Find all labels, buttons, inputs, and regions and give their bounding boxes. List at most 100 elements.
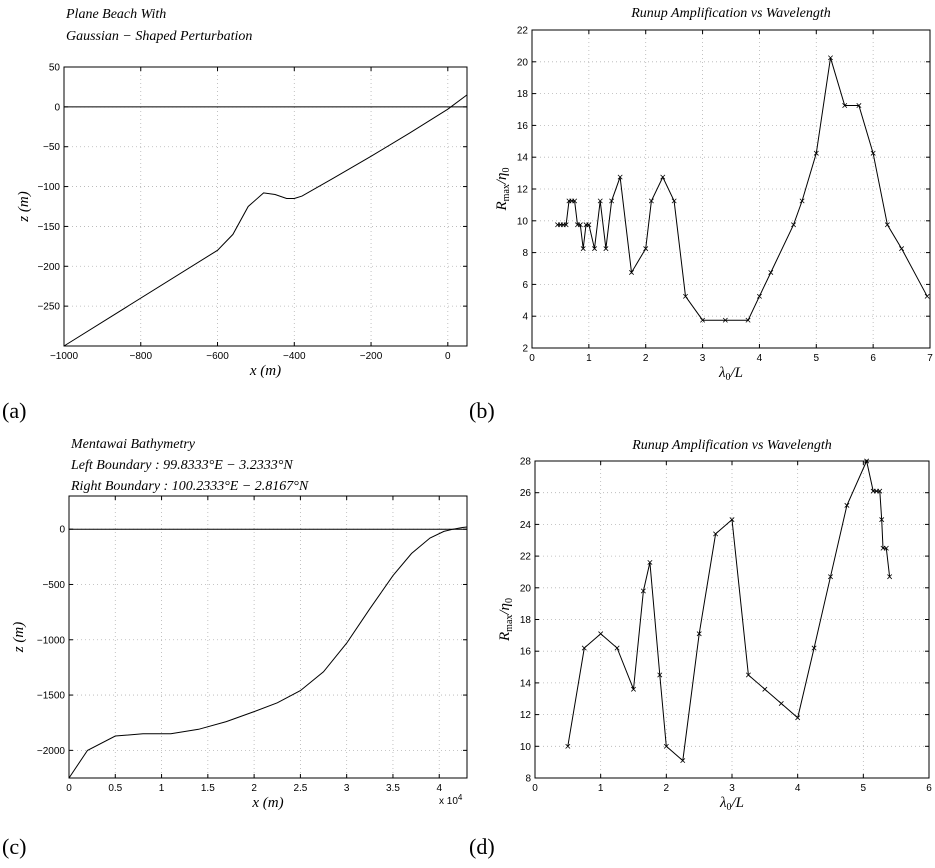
- x-axis-label: λ0/L: [719, 795, 744, 813]
- data-point: [657, 672, 663, 678]
- y-tick-label: −1500: [37, 691, 66, 702]
- marker-stroke: [629, 269, 634, 275]
- y-tick-label: 12: [517, 185, 529, 196]
- data-point: [795, 715, 801, 721]
- chart-title: Plane Beach With: [65, 7, 166, 22]
- data-point: [617, 174, 623, 180]
- data-point: [680, 758, 686, 764]
- data-point: [700, 317, 706, 323]
- marker-stroke: [609, 198, 615, 204]
- y-axis-label: Rmax/η0: [494, 168, 512, 212]
- data-point: [729, 517, 735, 523]
- x-multiplier: x 104: [439, 793, 463, 807]
- data-point: [877, 488, 883, 494]
- data-point: [577, 222, 583, 228]
- x-tick-label: 0: [532, 783, 538, 794]
- data-point: [811, 645, 817, 651]
- data-point: [762, 686, 768, 692]
- y-tick-label: 16: [520, 647, 532, 658]
- grid: [64, 67, 467, 346]
- panel-label: (c): [2, 834, 26, 859]
- data-point: [614, 645, 620, 651]
- data-point: [887, 574, 893, 580]
- data-point: [592, 246, 598, 252]
- marker-stroke: [565, 743, 571, 749]
- marker-stroke: [683, 293, 688, 299]
- data-point: [683, 293, 688, 299]
- marker-stroke: [870, 150, 876, 156]
- marker-stroke: [580, 246, 586, 252]
- marker-stroke: [842, 103, 848, 109]
- y-tick-label: −100: [37, 182, 60, 193]
- marker-stroke: [762, 686, 768, 692]
- plot-frame: [63, 66, 468, 347]
- marker-stroke: [883, 545, 889, 551]
- data-point: [745, 672, 751, 678]
- x-tick-label: 1: [586, 353, 592, 364]
- marker-stroke: [572, 198, 578, 204]
- x-tick-label: −200: [360, 351, 383, 362]
- data-point: [671, 198, 677, 204]
- x-tick-label: −800: [129, 351, 152, 362]
- data-point: [899, 246, 905, 252]
- data-point: [828, 574, 833, 580]
- y-tick-label: 20: [520, 583, 532, 594]
- panel-label: (d): [469, 834, 495, 859]
- marker-stroke: [799, 198, 805, 204]
- y-tick-label: 20: [517, 57, 529, 68]
- data-point: [778, 701, 784, 706]
- y-tick-label: −150: [37, 222, 60, 233]
- marker-stroke: [660, 174, 666, 180]
- x-axis-label: x (m): [249, 363, 281, 379]
- data-point: [631, 686, 636, 692]
- data-point: [663, 743, 669, 749]
- marker-stroke: [713, 531, 719, 537]
- data-point: [565, 743, 571, 749]
- marker-stroke: [811, 645, 817, 651]
- x-tick-label: 0: [445, 351, 451, 362]
- grid: [535, 461, 929, 778]
- marker-stroke: [700, 317, 706, 323]
- marker-stroke: [756, 293, 762, 299]
- data-point: [648, 198, 654, 204]
- data-point: [856, 103, 862, 109]
- y-tick-label: 6: [522, 280, 528, 291]
- marker-stroke: [924, 293, 930, 299]
- x-tick-label: 0: [66, 783, 72, 794]
- marker-stroke: [648, 198, 654, 204]
- x-tick-label: 5: [861, 783, 867, 794]
- marker-stroke: [597, 198, 603, 204]
- y-tick-label: 18: [517, 89, 529, 100]
- y-tick-label: 16: [517, 121, 529, 132]
- data-point: [597, 198, 603, 204]
- chart-title: Mentawai Bathymetry: [70, 437, 196, 452]
- x-tick-label: 6: [870, 353, 876, 364]
- marker-stroke: [598, 631, 604, 637]
- marker-stroke: [671, 198, 677, 204]
- y-tick-label: 14: [517, 153, 529, 164]
- series-line-1: [557, 57, 928, 321]
- chart-title: Right Boundary : 100.2333°E − 2.8167°N: [70, 479, 309, 494]
- data-point: [844, 502, 850, 508]
- y-tick-label: 8: [522, 248, 528, 259]
- data-point: [586, 222, 592, 228]
- marker-stroke: [887, 574, 893, 580]
- marker-stroke: [563, 222, 569, 228]
- y-tick-label: −200: [37, 262, 60, 273]
- data-point: [603, 246, 609, 252]
- y-tick-label: −1000: [37, 635, 66, 646]
- data-point: [791, 222, 797, 228]
- marker-stroke: [647, 559, 653, 565]
- panel-3: 0 0.5 1 1.5 2 2.5 3 3.5 4 0 −500 −1000 −1500 −2000 x 1…: [2, 437, 468, 859]
- chart-title: Runup Amplification vs Wavelength: [631, 438, 831, 453]
- y-tick-label: 4: [522, 312, 528, 323]
- plot-frame: [531, 29, 931, 349]
- plot-frame: [68, 495, 468, 779]
- x-tick-label: 2: [664, 783, 670, 794]
- y-tick-label: 26: [520, 488, 532, 499]
- x-tick-label: 4: [795, 783, 801, 794]
- data-point: [563, 222, 569, 228]
- marker-stroke: [577, 222, 583, 228]
